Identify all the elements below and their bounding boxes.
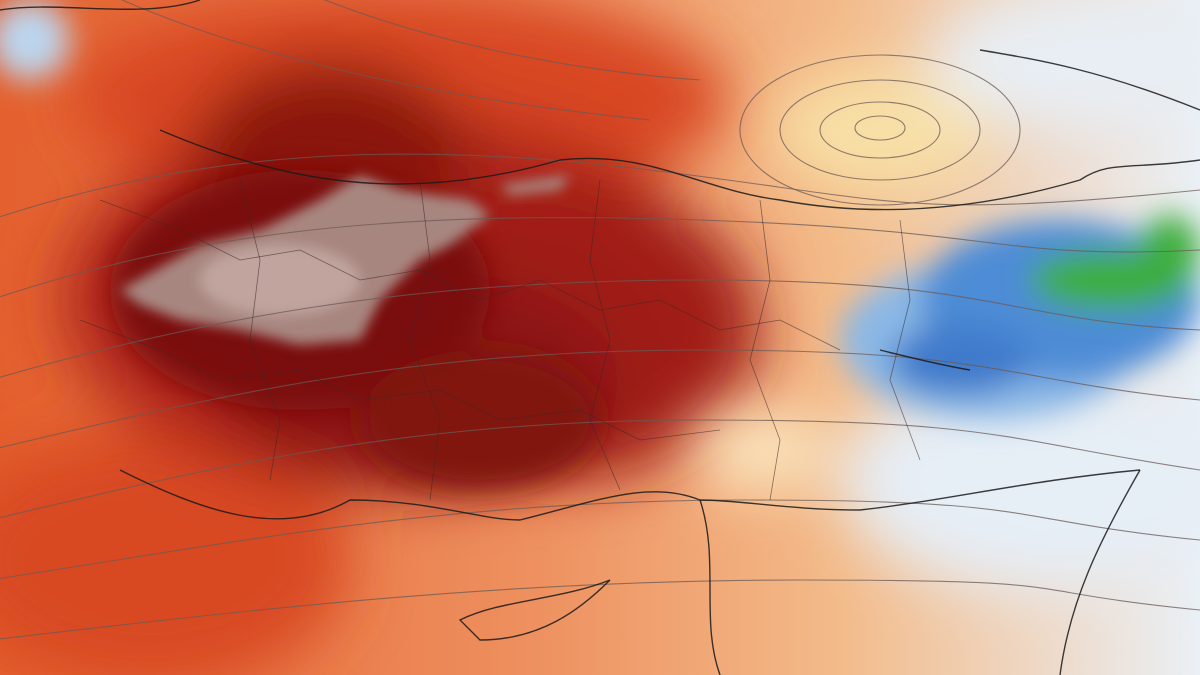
province-lines	[79, 179, 921, 501]
cool-area	[690, 0, 1200, 590]
cold-anomaly	[0, 0, 1200, 420]
streamlines	[0, 0, 1200, 640]
extreme-heat	[120, 175, 570, 345]
